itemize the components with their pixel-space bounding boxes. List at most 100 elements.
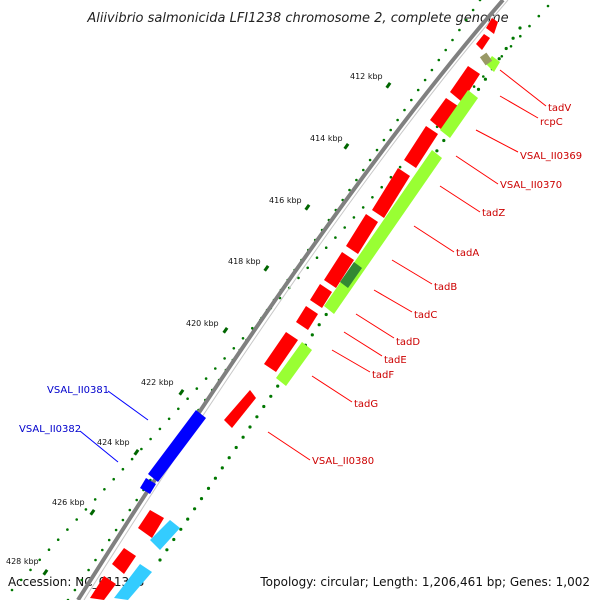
tick-dot [403, 108, 406, 112]
tick-label-426: 426 kbp [52, 498, 96, 516]
feature-block-cyan-1[interactable] [150, 520, 180, 550]
cds-block-tadA[interactable] [372, 168, 410, 218]
tick-dot [451, 38, 454, 42]
cds-block-tadE[interactable] [296, 306, 318, 330]
gene-label-tadD[interactable]: tadD [396, 337, 420, 348]
cds-block-rcpC[interactable] [476, 34, 490, 50]
feature-block-cyan-2[interactable] [114, 564, 152, 600]
gene-label-VSAL_II0370[interactable]: VSAL_II0370 [500, 180, 562, 191]
tick-dot [519, 34, 522, 38]
tick-dot [315, 256, 319, 260]
gene-label-tadE[interactable]: tadE [384, 355, 407, 366]
tick-dot [172, 537, 176, 542]
tick-dot [375, 148, 379, 152]
tick-mark-426 [89, 508, 96, 516]
tick-label-414: 414 kbp [310, 134, 350, 150]
gene-label-VSAL_II0381[interactable]: VSAL_II0381 [47, 385, 109, 396]
tick-dot [29, 568, 32, 572]
gene-label-VSAL_II0380[interactable]: VSAL_II0380 [312, 456, 374, 467]
tick-label-412: 412 kbp [350, 72, 392, 89]
gene-label-tadG[interactable]: tadG [354, 399, 378, 410]
tick-dot [334, 236, 337, 239]
leader-tadB [391, 259, 433, 285]
cds-block-tadB[interactable] [346, 214, 378, 254]
gene-label-tadF[interactable]: tadF [372, 370, 394, 381]
leader-VSAL_II0382 [79, 430, 119, 463]
tick-mark-416 [304, 203, 311, 211]
tick-label-420: 420 kbp [186, 319, 229, 334]
tick-label-428: 428 kbp [6, 557, 49, 576]
gene-label-tadB[interactable]: tadB [434, 282, 457, 293]
tick-text-416: 416 kbp [269, 196, 302, 205]
tick-dot [343, 226, 347, 229]
tick-text-412: 412 kbp [350, 72, 383, 81]
gene-label-rcpC[interactable]: rcpC [540, 117, 563, 128]
tick-dot [73, 588, 77, 592]
tick-dot [362, 168, 365, 172]
genome-summary: Topology: circular; Length: 1,206,461 bp… [259, 575, 590, 589]
cds-block-VSAL_II0381[interactable] [148, 410, 206, 482]
cds-block-tadG[interactable] [224, 390, 256, 428]
cds-block-tadF[interactable] [264, 332, 298, 372]
tick-dot [511, 36, 515, 40]
gene-label-VSAL_II0369[interactable]: VSAL_II0369 [520, 151, 582, 162]
tick-dot [509, 45, 513, 48]
tick-dot [195, 387, 199, 390]
tick-dot [179, 527, 183, 531]
leader-rcpC [499, 95, 539, 119]
tick-dot [47, 548, 51, 551]
gene-label-tadZ[interactable]: tadZ [482, 208, 505, 219]
map-title: Aliivibrio salmonicida LFI1238 chromosom… [86, 11, 508, 26]
cds-block-tadZ[interactable] [404, 126, 438, 168]
tick-dot [130, 457, 134, 461]
tick-dot [84, 508, 88, 511]
tick-dot [398, 165, 402, 169]
tick-text-428: 428 kbp [6, 557, 39, 566]
tick-dot [380, 185, 384, 189]
cds-block-VSAL_II0380[interactable] [138, 510, 164, 538]
cds-block-lower-2[interactable] [90, 576, 116, 600]
tick-dot [241, 337, 245, 340]
leader-tadZ [439, 185, 481, 213]
cds-block-lower-1[interactable] [112, 548, 136, 574]
cds-block-tadD[interactable] [310, 284, 332, 308]
gene-label-tadA[interactable]: tadA [456, 248, 479, 259]
tick-dot [103, 488, 106, 491]
tick-dot [537, 14, 541, 18]
tick-dot [165, 548, 169, 552]
gene-label-tadC[interactable]: tadC [414, 310, 437, 321]
tick-text-426: 426 kbp [52, 498, 85, 507]
cds-block-VSAL_II0370[interactable] [430, 98, 458, 130]
tick-label-418: 418 kbp [228, 257, 270, 272]
tick-dot [458, 28, 461, 32]
cds-block-VSAL_II0369[interactable] [450, 66, 480, 102]
cds-block-tadC[interactable] [324, 252, 354, 288]
feature-block-2[interactable] [440, 90, 478, 138]
tick-dot [193, 507, 197, 511]
tick-mark-422 [178, 388, 185, 396]
tick-dot [234, 445, 238, 450]
tick-dot [66, 528, 69, 531]
tick-dot [241, 435, 245, 439]
tick-dot [87, 568, 90, 572]
gene-label-tadV[interactable]: tadV [548, 103, 571, 114]
tick-dot [121, 467, 125, 471]
tick-dot [186, 397, 189, 401]
tick-dot [177, 407, 180, 411]
tick-dot [255, 415, 259, 419]
tick-dot [276, 384, 280, 388]
feature-block-4[interactable] [276, 342, 312, 386]
tick-dot [410, 98, 413, 102]
cds-block-tadV[interactable] [486, 18, 498, 34]
gene-label-VSAL_II0382[interactable]: VSAL_II0382 [19, 424, 81, 435]
leader-tadD [355, 313, 395, 339]
tick-dot [430, 68, 434, 72]
tick-dot [504, 46, 508, 51]
tick-dot [56, 538, 60, 541]
tick-text-422: 422 kbp [141, 378, 174, 387]
feature-block-3[interactable] [324, 150, 442, 314]
tick-dot [442, 138, 446, 143]
tick-dot [444, 48, 448, 52]
cds-block-VSAL_II0382[interactable] [140, 478, 156, 494]
